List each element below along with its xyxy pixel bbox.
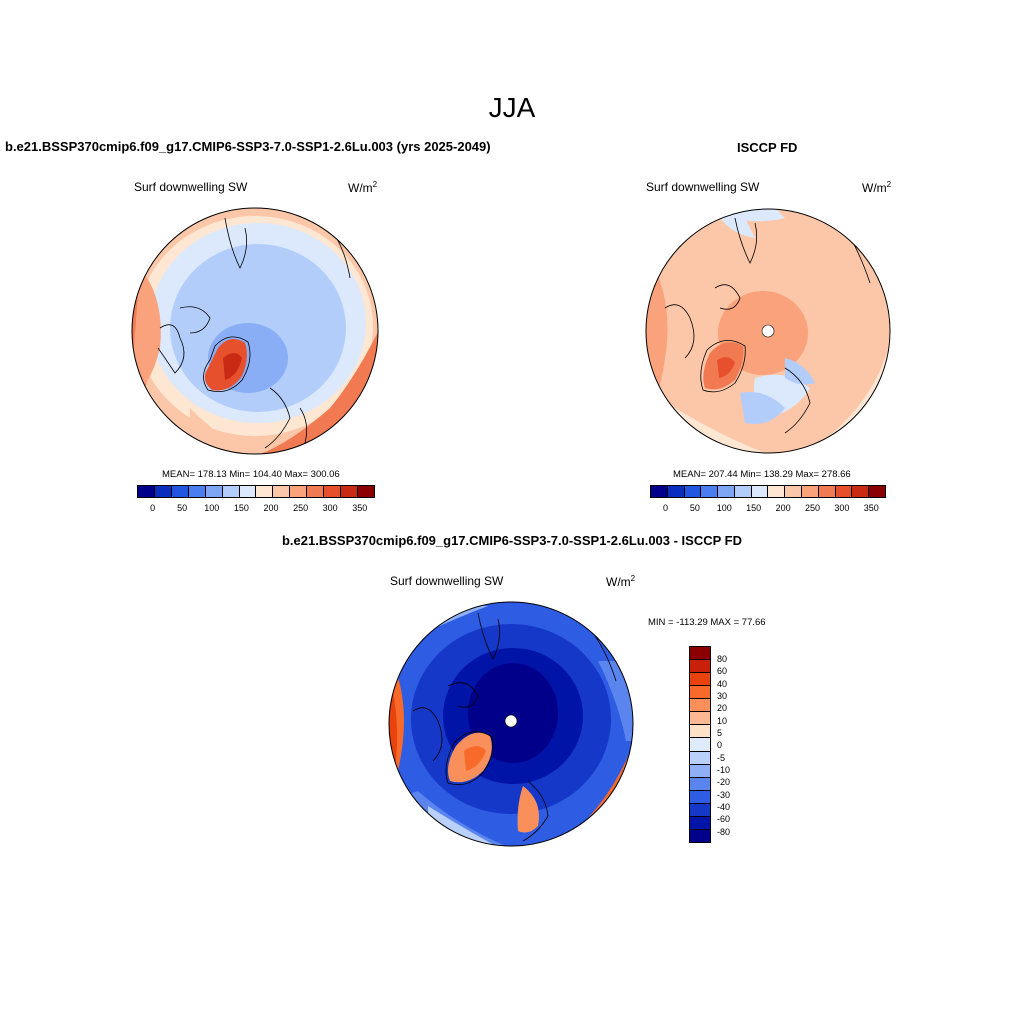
panel-2-colorbar-swatch <box>785 486 803 497</box>
panel-1-colorbar-swatch <box>324 486 342 497</box>
panel-2-colorbar-ticks: 0 50 100 150 200 250 300 350 <box>650 503 886 515</box>
panel-2-colorbar-swatch <box>802 486 819 497</box>
panel-3-polar-map <box>388 601 634 847</box>
panel-1-colorbar-swatch <box>256 486 274 497</box>
panel-2-colorbar-swatch <box>835 486 853 497</box>
panel-3-colorbar-swatch <box>690 738 710 752</box>
panel-1-colorbar-swatch <box>357 486 374 497</box>
panel-3-tick: 20 <box>717 703 728 714</box>
panel-3-tick: 80 <box>717 654 728 665</box>
panel-3-colorbar-swatch <box>690 751 710 765</box>
season-title: JJA <box>488 92 536 123</box>
panel-2-colorbar-swatch <box>718 486 735 497</box>
panel-3-tick: 0 <box>717 740 723 751</box>
panel-2-colorbar-swatch <box>818 486 836 497</box>
panel-2-colorbar-swatch <box>768 486 786 497</box>
panel-3-pole-mask <box>504 714 518 728</box>
panel-2-colorbar-swatch <box>869 486 885 497</box>
panel-2-title: ISCCP FD <box>737 140 798 155</box>
panel-3-colorbar-swatch <box>690 725 710 739</box>
panel-1-colorbar-swatch <box>154 486 172 497</box>
panel-3-colorbar-swatch <box>690 790 710 804</box>
panel-1-tick: 350 <box>352 503 368 513</box>
panel-2-colorbar-swatch <box>852 486 870 497</box>
panel-2-colorbar-swatch <box>684 486 702 497</box>
panel-3-tick: -40 <box>717 801 731 812</box>
panel-3-colorbar-swatch <box>690 816 710 830</box>
panel-3-tick: -30 <box>717 789 731 800</box>
panel-2-colorbar-swatch <box>751 486 769 497</box>
panel-3-colorbar-swatch <box>690 777 710 791</box>
panel-1-variable-label: Surf downwelling SW <box>134 180 248 194</box>
panel-1-colorbar <box>137 485 375 498</box>
panel-2-polar-map <box>645 208 891 454</box>
panel-3-tick: 40 <box>717 678 728 689</box>
panel-3-colorbar-swatch <box>690 829 710 842</box>
panel-1-units: W/m2 <box>348 180 378 195</box>
panel-3-stats: MIN = -113.29 MAX = 77.66 <box>648 617 766 628</box>
panel-1-tick: 50 <box>177 503 188 513</box>
panel-2-units: W/m2 <box>862 180 892 195</box>
panel-1-tick: 200 <box>263 503 279 513</box>
panel-1-tick: 300 <box>322 503 338 513</box>
panel-2-colorbar <box>650 485 886 498</box>
panel-1-colorbar-swatch <box>239 486 257 497</box>
panel-1-colorbar-swatch <box>138 486 155 497</box>
panel-3-colorbar-swatch <box>690 764 710 778</box>
panel-2-tick: 200 <box>775 503 791 513</box>
panel-3-colorbar-swatch <box>690 647 710 661</box>
panel-1-colorbar-swatch <box>205 486 223 497</box>
panel-3-colorbar-swatch <box>690 699 710 713</box>
panel-3-tick: -10 <box>717 765 731 775</box>
panel-3-tick: 5 <box>717 728 723 738</box>
panel-1-stats: MEAN= 178.13 Min= 104.40 Max= 300.06 <box>162 469 340 480</box>
panel-1-tick: 250 <box>293 503 309 513</box>
panel-3-colorbar-swatch <box>690 803 710 817</box>
panel-3-tick: 10 <box>717 715 728 726</box>
panel-2-stats: MEAN= 207.44 Min= 138.29 Max= 278.66 <box>673 469 851 480</box>
panel-1-colorbar-swatch <box>290 486 308 497</box>
panel-3-tick: 30 <box>717 691 728 702</box>
panel-2-colorbar-swatch <box>701 486 719 497</box>
panel-1-colorbar-swatch <box>273 486 291 497</box>
panel-3-tick: -5 <box>717 752 726 763</box>
panel-2-tick: 0 <box>662 503 669 513</box>
panel-3-variable-label: Surf downwelling SW <box>390 574 504 588</box>
panel-2-variable-label: Surf downwelling SW <box>646 180 760 194</box>
panel-3-tick: -20 <box>717 777 731 788</box>
panel-1-tick: 0 <box>150 503 156 513</box>
panel-3-title: b.e21.BSSP370cmip6.f09_g17.CMIP6-SSP3-7.… <box>281 533 742 548</box>
panel-2-tick: 50 <box>689 503 700 513</box>
panel-3-units: W/m2 <box>606 574 636 589</box>
panel-2-tick: 300 <box>834 503 850 513</box>
panel-2-tick: 250 <box>804 503 821 513</box>
panel-1-colorbar-swatch <box>171 486 189 497</box>
panel-3-colorbar <box>689 646 711 843</box>
panel-2-tick: 350 <box>863 503 879 513</box>
panel-1-polar-map <box>131 207 379 455</box>
panel-3-colorbar-swatch <box>690 673 710 687</box>
panel-1-colorbar-swatch <box>307 486 325 497</box>
panel-2-colorbar-swatch <box>667 486 685 497</box>
panel-3-colorbar-ticks: 80 60 40 30 20 10 5 0 -5 -10 -20 -30 -40… <box>717 646 757 843</box>
panel-3-tick: -60 <box>717 814 731 825</box>
panel-3-colorbar-swatch <box>690 686 710 700</box>
panel-1-tick: 100 <box>204 503 220 513</box>
panel-1-tick: 150 <box>233 503 249 513</box>
panel-2-pole-mask <box>761 324 775 338</box>
panel-2-tick: 150 <box>746 503 762 513</box>
panel-1-colorbar-ticks: 0 50 100 150 200 250 300 350 <box>137 503 375 515</box>
panel-1-colorbar-swatch <box>222 486 240 497</box>
panel-1-title: b.e21.BSSP370cmip6.f09_g17.CMIP6-SSP3-7.… <box>5 139 491 154</box>
panel-1-colorbar-swatch <box>341 486 358 497</box>
panel-2-colorbar-swatch <box>734 486 752 497</box>
panel-3-tick: -80 <box>717 826 731 837</box>
panel-2-tick: 100 <box>716 503 732 513</box>
panel-3-colorbar-swatch <box>690 712 710 726</box>
panel-3-tick: 60 <box>717 666 728 677</box>
panel-2-colorbar-swatch <box>651 486 668 497</box>
panel-3-colorbar-swatch <box>690 660 710 674</box>
panel-1-colorbar-swatch <box>188 486 206 497</box>
